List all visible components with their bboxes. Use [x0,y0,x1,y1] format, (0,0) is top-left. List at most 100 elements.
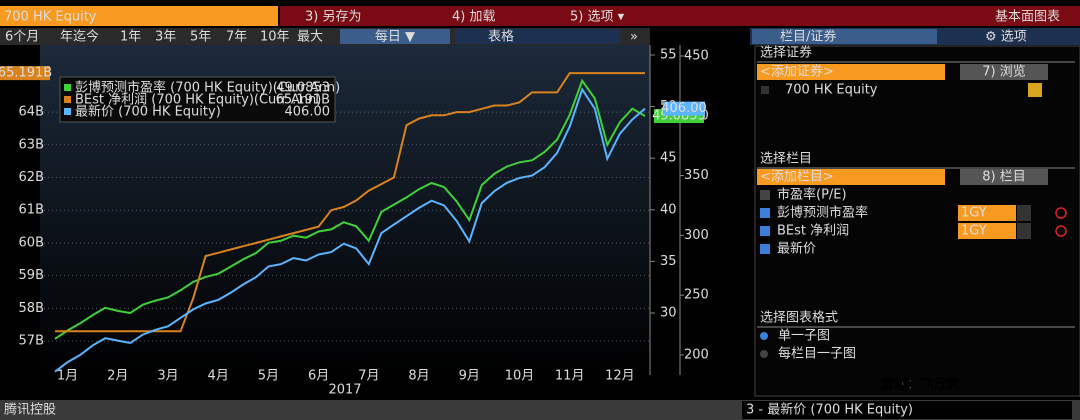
table-button[interactable]: 表格 [488,29,514,45]
legend-swatch [64,84,71,91]
legend-label: BEst 净利润 (700 HK Equity)(Curr Ann) [75,93,321,108]
button-label[interactable]: 7) 浏览 [982,64,1025,80]
section-title: 选择证券 [760,45,812,61]
legend [59,76,336,123]
x-tick-label: 10月 [505,369,535,384]
format-option[interactable]: 每栏目一子图 [778,346,856,362]
add-row-label[interactable]: <添加栏目> [760,170,834,185]
y-tick-label: 62B [19,170,44,185]
x-tick-label: 12月 [605,369,635,384]
format-option[interactable]: 单一子图 [778,329,830,344]
period-button[interactable]: 1年 [120,30,141,45]
header-button-bg[interactable] [550,8,690,25]
value-flag [0,66,50,81]
y-tick-label: 58B [19,301,44,316]
value-flag [663,101,705,116]
button-label[interactable]: 8) 栏目 [982,170,1025,185]
y3-tick-label: 350 [684,168,709,183]
side-tab[interactable]: ⚙ 选项 [985,30,1027,45]
value-flag-label: 65.191B [0,66,52,81]
header-button-bg[interactable] [285,8,425,25]
period-button[interactable]: 5年 [190,30,211,45]
add-row-label[interactable]: <添加证券> [760,64,834,80]
radio[interactable] [760,332,768,340]
legend-swatch [64,108,71,115]
side-tab[interactable]: 栏目/证券 [780,29,836,45]
expand-button[interactable]: » [630,30,638,45]
page-title: 基本面图表 [995,10,1060,25]
footer-name: 腾讯控股 [4,402,56,418]
period-value[interactable]: 1GY [961,224,987,239]
x-axis-label: 2017 [328,383,361,398]
y3-tick-label: 450 [684,49,709,64]
x-tick-label: 4月 [208,369,229,384]
checkbox[interactable] [760,190,770,200]
dropdown[interactable] [1017,205,1031,221]
table-bg[interactable] [455,29,620,44]
add-row[interactable] [757,169,945,185]
remove-button[interactable] [1055,207,1067,219]
ticker: 700 HK Equity [4,10,97,25]
y2-tick-label: 40 [660,202,677,217]
y-tick-label: 57B [19,334,44,349]
x-tick-label: 6月 [308,369,329,384]
legend-swatch [64,96,71,103]
button[interactable] [960,169,1048,185]
x-tick-label: 5月 [258,369,279,384]
header-button[interactable]: 3) 另存为 [305,10,361,25]
period-button[interactable]: 年迄今 [60,29,99,45]
y2-tick-label: 45 [660,151,677,166]
y2-tick-label: 35 [660,254,677,269]
x-tick-label: 7月 [358,369,379,384]
checkbox[interactable] [760,226,770,236]
legend-label: 最新价 (700 HK Equity) [75,104,221,120]
x-tick-label: 1月 [57,369,78,384]
x-tick-label: 3月 [157,369,178,384]
frequency-bg[interactable] [340,29,450,44]
period-button[interactable]: 3年 [155,30,176,45]
series-line [54,78,646,340]
dropdown[interactable] [1017,223,1031,239]
header-button[interactable]: 4) 加载 [452,10,495,25]
checkbox[interactable] [760,244,770,254]
period-value[interactable]: 1GY [961,206,987,221]
header-button[interactable]: 5) 选项 ▾ [570,10,625,25]
checkbox[interactable] [760,208,770,218]
radio[interactable] [760,350,768,358]
period-select[interactable] [958,223,1016,239]
add-row[interactable] [757,64,945,80]
remove-button[interactable] [1055,225,1067,237]
legend-value: 49.0853 [276,81,330,96]
footer-security: 3 - 最新价 (700 HK Equity) [746,402,913,418]
y3-tick-label: 200 [684,347,709,362]
y3-tick-label: 300 [684,228,709,243]
period-button[interactable]: 10年 [260,30,290,45]
checkbox[interactable] [761,86,769,94]
frequency[interactable]: 每日 ▼ [375,29,415,45]
x-tick-label: 11月 [555,369,585,384]
x-tick-label: 2月 [107,369,128,384]
field-label: BEst 净利润 [777,224,849,239]
y-tick-label: 64B [19,105,44,120]
field-label: 市盈率(P/E) [777,187,847,203]
legend-label: 彭博预测市盈率 (700 HK Equity)(Curr Ann) [75,80,340,96]
period-button[interactable]: 7年 [226,30,247,45]
value-flag-label: 406.00 [661,101,707,116]
side-panel [754,45,1080,397]
chart-icon[interactable] [1028,83,1042,97]
period-select[interactable] [958,205,1016,221]
button[interactable] [960,64,1048,80]
y2-tick-label: 55 [660,48,677,63]
y3-tick-label: 250 [684,288,709,303]
period-button[interactable]: 最大 [297,30,323,45]
watermark: 雪球：飞行家 [881,377,959,393]
y-tick-label: 59B [19,268,44,283]
side-tab-active[interactable] [752,29,937,44]
header-button-bg[interactable] [432,8,572,25]
ticker-bar [0,6,278,26]
period-button[interactable]: 6个月 [5,30,39,45]
series-line [54,87,646,373]
section-title: 选择图表格式 [760,310,838,326]
y-tick-label: 63B [19,137,44,152]
